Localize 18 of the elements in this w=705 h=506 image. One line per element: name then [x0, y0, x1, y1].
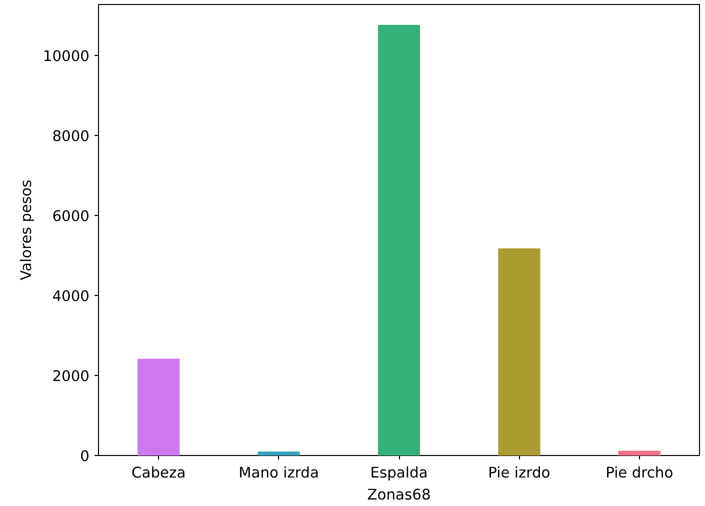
bar: [618, 450, 660, 456]
bar: [138, 358, 180, 456]
y-tick-label: 0: [80, 448, 90, 465]
x-axis-title: Zonas68: [367, 486, 431, 504]
bar: [258, 452, 300, 456]
x-tick-label: Pie drcho: [606, 464, 674, 482]
y-axis-title: Valores pesos: [18, 180, 35, 280]
y-tick-label: 4000: [52, 288, 90, 306]
x-tick-label: Pie izrdo: [488, 464, 550, 482]
bar: [378, 24, 420, 456]
y-tick-label: 6000: [52, 208, 90, 226]
x-tick-label: Espalda: [370, 464, 428, 482]
y-tick-label: 10000: [42, 48, 90, 66]
bar: [498, 248, 540, 456]
x-tick-label: Cabeza: [131, 464, 186, 482]
y-tick-label: 2000: [52, 368, 90, 386]
y-tick-label: 8000: [52, 128, 90, 146]
x-tick-label: Mano izrda: [238, 464, 319, 482]
